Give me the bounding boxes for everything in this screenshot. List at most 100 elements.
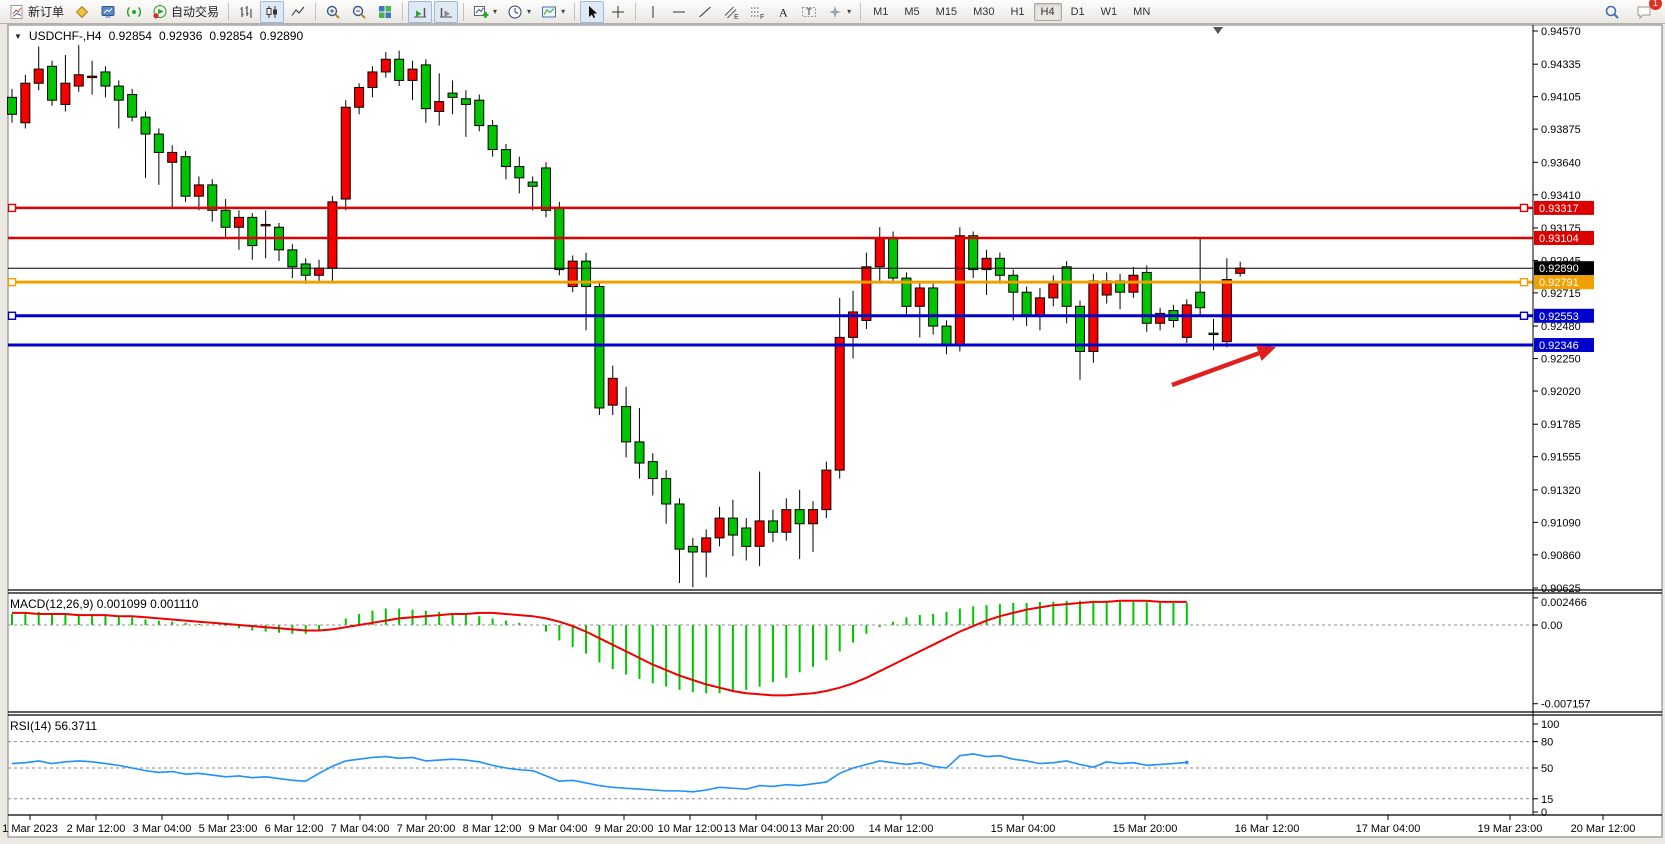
toolbar: 新订单 自动交易 ▾ ▾ ▾ E F A T ▾ M1 M5 M15 M30 H1 H4 D1 W1 MN 1 xyxy=(0,0,1665,24)
candle-body xyxy=(300,263,311,276)
resistance-line-1-handle[interactable] xyxy=(7,203,17,213)
candle-body xyxy=(901,277,912,307)
timeframe-m5-button[interactable]: M5 xyxy=(904,5,920,18)
candle-body xyxy=(113,85,124,101)
horizontal-line-button[interactable] xyxy=(667,1,691,23)
periods-button[interactable]: ▾ xyxy=(503,1,535,23)
fibonacci-button[interactable]: F xyxy=(745,1,769,23)
candle-body xyxy=(727,517,738,536)
shapes-icon xyxy=(829,5,842,18)
candle-body xyxy=(500,149,511,168)
candle-body xyxy=(928,287,939,327)
new-order-button[interactable]: 新订单 xyxy=(5,1,68,23)
tile-windows-button[interactable] xyxy=(373,1,397,23)
chat-button[interactable]: 1 xyxy=(1632,0,1662,23)
signal-icon xyxy=(126,6,142,17)
chart-request-button[interactable] xyxy=(70,1,94,23)
candle-body xyxy=(607,377,618,406)
toolbar-separator xyxy=(574,2,576,21)
vertical-line-button[interactable] xyxy=(641,1,665,23)
candle-body xyxy=(407,68,418,81)
annotation-arrow-line[interactable] xyxy=(1171,348,1268,388)
macd-main-value: 0.001099 xyxy=(96,597,147,611)
label-button[interactable]: T xyxy=(797,1,821,23)
zoom-out-button[interactable] xyxy=(347,1,371,23)
trendline-button[interactable] xyxy=(693,1,717,23)
time-axis-label: 13 Mar 20:00 xyxy=(790,823,855,835)
line-chart-button[interactable] xyxy=(286,1,310,23)
support-line-1-handle[interactable] xyxy=(7,311,17,320)
candle-body xyxy=(100,71,111,87)
candle-body xyxy=(127,94,138,118)
timeframe-mn-button[interactable]: MN xyxy=(1133,5,1151,18)
timeframe-m15-button[interactable]: M15 xyxy=(935,5,958,18)
chart-shift-marker[interactable] xyxy=(1213,27,1223,34)
timeframe-d1-button[interactable]: D1 xyxy=(1070,5,1085,18)
timeframe-m30-button[interactable]: M30 xyxy=(973,5,995,18)
candle-body xyxy=(861,266,872,321)
time-axis-label: 17 Mar 04:00 xyxy=(1356,823,1421,835)
macd-name: MACD(12,26,9) xyxy=(10,597,94,611)
price-tag-label: 0.92890 xyxy=(1539,263,1579,275)
macd-axis-label: -0.007157 xyxy=(1541,699,1591,711)
dropdown-caret-icon[interactable]: ▾ xyxy=(847,7,852,16)
annotation-arrow-head[interactable] xyxy=(1256,345,1276,361)
time-axis-label: 14 Mar 12:00 xyxy=(869,823,934,835)
dropdown-caret-icon[interactable]: ▾ xyxy=(493,7,498,16)
text-button[interactable]: A xyxy=(771,1,795,23)
time-axis-label: 13 Mar 04:00 xyxy=(724,823,789,835)
text-icon: A xyxy=(779,5,788,19)
cursor-button[interactable] xyxy=(580,0,605,23)
label-icon: T xyxy=(802,6,817,17)
symbol-dropdown-caret[interactable]: ▼ xyxy=(14,31,22,41)
templates-button[interactable]: ▾ xyxy=(537,1,569,23)
candle-body xyxy=(447,92,458,98)
dropdown-caret-icon[interactable]: ▾ xyxy=(527,7,532,16)
channel-button[interactable]: E xyxy=(719,1,743,23)
candle-body xyxy=(33,68,44,84)
timeframe-m1-button[interactable]: M1 xyxy=(873,5,889,18)
candle-body xyxy=(20,82,31,124)
price-tick-label: 0.93875 xyxy=(1541,124,1581,136)
zoom-out-icon xyxy=(352,5,366,19)
rsi-line xyxy=(11,753,1187,793)
shapes-button[interactable]: ▾ xyxy=(823,1,855,23)
time-axis-label: 16 Mar 12:00 xyxy=(1235,823,1300,835)
candle-body xyxy=(514,166,525,179)
timeframe-h1-button[interactable]: H1 xyxy=(1010,5,1025,18)
zoom-in-button[interactable] xyxy=(321,1,345,23)
candle-body xyxy=(354,86,365,108)
crosshair-button[interactable] xyxy=(606,1,630,23)
resistance-line-1-handle[interactable] xyxy=(1519,203,1529,213)
price-tick-label: 0.92715 xyxy=(1541,288,1581,300)
candle-chart-button[interactable] xyxy=(260,0,285,23)
time-axis-label: 6 Mar 12:00 xyxy=(265,823,324,835)
new-order-icon xyxy=(10,4,23,19)
time-axis-label: 7 Mar 20:00 xyxy=(397,823,456,835)
pivot-line-handle[interactable] xyxy=(7,277,17,287)
auto-scroll-button[interactable] xyxy=(408,0,433,23)
support-line-1-handle[interactable] xyxy=(1519,311,1529,320)
timeframe-w1-button[interactable]: W1 xyxy=(1100,5,1118,18)
timeframe-h4-button[interactable]: H4 xyxy=(1033,2,1062,21)
pivot-line-handle[interactable] xyxy=(1519,277,1529,287)
new-chart-button[interactable]: ▾ xyxy=(469,1,501,23)
candle-body xyxy=(821,469,832,511)
vline-icon xyxy=(652,5,654,18)
candle-body xyxy=(380,58,391,73)
auto-trading-button[interactable]: 自动交易 xyxy=(148,1,223,23)
candle-body xyxy=(1208,332,1219,336)
candle-body xyxy=(140,116,151,135)
candle-body xyxy=(981,257,992,271)
chart-shift-button[interactable] xyxy=(434,0,459,23)
signals-button[interactable] xyxy=(122,1,146,23)
price-tag-0.93317 xyxy=(1534,200,1594,215)
bar-chart-button[interactable] xyxy=(234,1,258,23)
market-watch-button[interactable] xyxy=(96,1,120,23)
toolbar-separator xyxy=(635,2,637,21)
candle-body xyxy=(834,336,845,471)
candle-body xyxy=(1128,274,1139,293)
dropdown-caret-icon[interactable]: ▾ xyxy=(561,7,566,16)
search-button[interactable] xyxy=(1600,1,1624,23)
